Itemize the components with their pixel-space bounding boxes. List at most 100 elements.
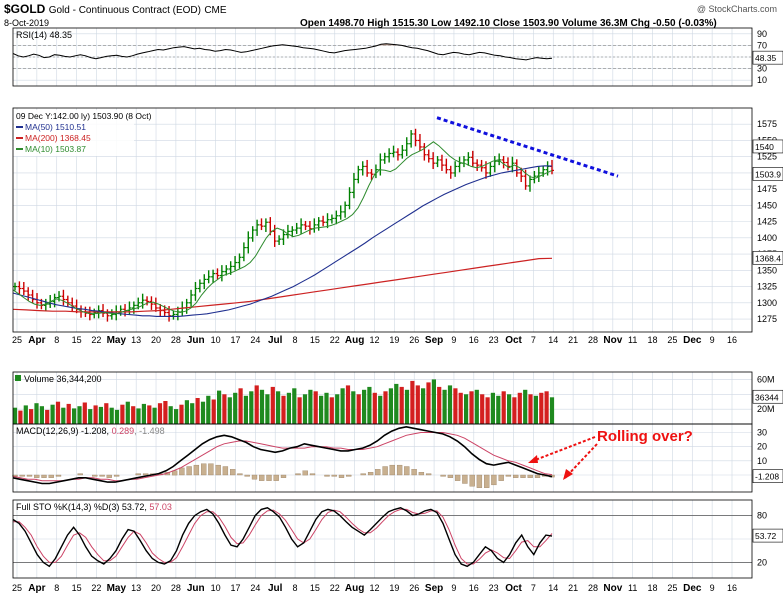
x-axis-label: 25 <box>667 335 677 345</box>
annotation-rolling-over: Rolling over? <box>597 428 693 445</box>
x-axis-label: 15 <box>310 335 320 345</box>
volume-bar <box>469 391 474 424</box>
panel-frames <box>12 27 753 579</box>
volume-bar <box>179 404 184 424</box>
macd-histogram-bar <box>331 474 337 477</box>
volume-bar <box>249 391 254 424</box>
volume-bar <box>356 394 361 424</box>
symbol: $GOLD <box>4 2 46 16</box>
x-axis-label: 20 <box>151 583 161 593</box>
y-tick-label: 1275 <box>757 314 777 324</box>
macd-histogram-bar <box>425 473 432 476</box>
x-axis-label: Nov <box>603 583 622 594</box>
volume-bar <box>243 395 248 424</box>
x-axis-label: 19 <box>389 583 399 593</box>
annotation-arrowhead-1 <box>528 455 538 463</box>
volume-bar <box>319 395 324 424</box>
macd-histogram-bar <box>113 474 120 477</box>
volume-bar <box>286 392 291 424</box>
volume-bar <box>383 391 388 424</box>
macd-histogram-bar <box>513 474 519 478</box>
macd-legend: MACD(12,26,9) -1.208, 0.289, -1.498 <box>16 426 165 436</box>
x-axis-label: 19 <box>389 335 399 345</box>
volume-bar <box>388 388 393 424</box>
trendline <box>436 116 619 178</box>
x-axis-label: 9 <box>451 583 456 593</box>
volume-bar <box>404 389 410 424</box>
x-axis-label: 9 <box>710 335 715 345</box>
rsi-current-value-box <box>752 50 783 65</box>
volume-bar <box>394 383 399 424</box>
x-axis-label: 28 <box>588 335 598 345</box>
volume-bar <box>302 394 308 424</box>
volume-bar <box>211 399 216 424</box>
volume-bar <box>34 403 39 424</box>
volume-bar <box>512 397 517 424</box>
x-axis-label: 21 <box>568 583 578 593</box>
x-axis-label: 20 <box>151 335 161 345</box>
macd-line <box>12 425 553 485</box>
volume-bar <box>490 392 495 424</box>
y-tick-label: 1325 <box>757 282 777 292</box>
y-tick-label: 10 <box>757 75 767 85</box>
x-axis-label: 18 <box>648 335 658 345</box>
x-axis-label: 13 <box>131 335 141 345</box>
volume-bar <box>104 403 109 424</box>
y-tick-label: 80 <box>757 511 767 521</box>
ma50-line <box>12 165 553 317</box>
x-axis-label: Jun <box>187 335 205 346</box>
volume-bar <box>66 403 71 424</box>
volume-bar <box>88 409 93 424</box>
volume-bar <box>533 395 538 424</box>
macd-histogram-bar <box>92 474 98 477</box>
volume-bar <box>147 405 152 424</box>
x-axis-label: 16 <box>727 583 737 593</box>
x-axis-label: 17 <box>230 583 240 593</box>
x-axis-label: 10 <box>211 583 221 593</box>
volume-bar <box>206 395 211 424</box>
macd-histogram-bar <box>491 474 497 486</box>
x-axis-label: 12 <box>369 335 379 345</box>
y-tick-label: 20 <box>757 442 767 452</box>
sto-k-line <box>12 507 553 568</box>
volume-bar <box>458 392 463 424</box>
x-axis-label: 18 <box>648 583 658 593</box>
chart-date: 8-Oct-2019 <box>4 18 50 28</box>
ma10-line <box>12 141 553 315</box>
volume-bar <box>163 401 168 424</box>
x-axis-label: 22 <box>330 583 340 593</box>
x-axis-label: Apr <box>28 335 45 346</box>
legend-caption: 09 Dec Y:142.00 ly) 1503.90 (8 Oct) <box>16 111 152 121</box>
sto-current-value: 53.72 <box>755 531 777 541</box>
volume-bar <box>496 395 501 424</box>
x-axis-label: 23 <box>489 583 499 593</box>
macd-histogram-bar <box>34 474 40 478</box>
volume-legend-swatch <box>15 375 21 381</box>
volume-bar <box>507 394 512 424</box>
x-axis-label: 8 <box>54 583 59 593</box>
volume-bar <box>45 409 50 424</box>
exchange: CME <box>204 5 227 16</box>
x-axis-label: 24 <box>250 335 260 345</box>
y-tick-label: 30 <box>757 428 767 438</box>
volume-bar <box>399 386 404 424</box>
volume-bar <box>351 391 356 424</box>
stochastics-panel: 805020Full STO %K(14,3) %D(3) 53.72, 57.… <box>12 502 783 568</box>
annotation-arrow-1 <box>529 436 596 463</box>
macd-histogram-bar <box>324 474 330 477</box>
macd-histogram-bar <box>447 474 454 478</box>
y-tick-label: 10 <box>757 456 767 466</box>
volume-bar <box>141 403 146 424</box>
macd-histogram-bar <box>179 467 185 476</box>
y-tick-label: 70 <box>757 40 767 50</box>
rsi-legend: RSI(14) 48.35 <box>16 30 72 40</box>
x-axis-label: Dec <box>683 335 702 346</box>
price-label-ma200-box <box>752 251 783 265</box>
x-axis-label: 26 <box>409 335 419 345</box>
x-axis-label: 28 <box>171 583 181 593</box>
macd-histogram-bar <box>230 469 236 476</box>
macd-histogram-bar <box>484 474 490 488</box>
macd-histogram-bar <box>454 474 461 481</box>
